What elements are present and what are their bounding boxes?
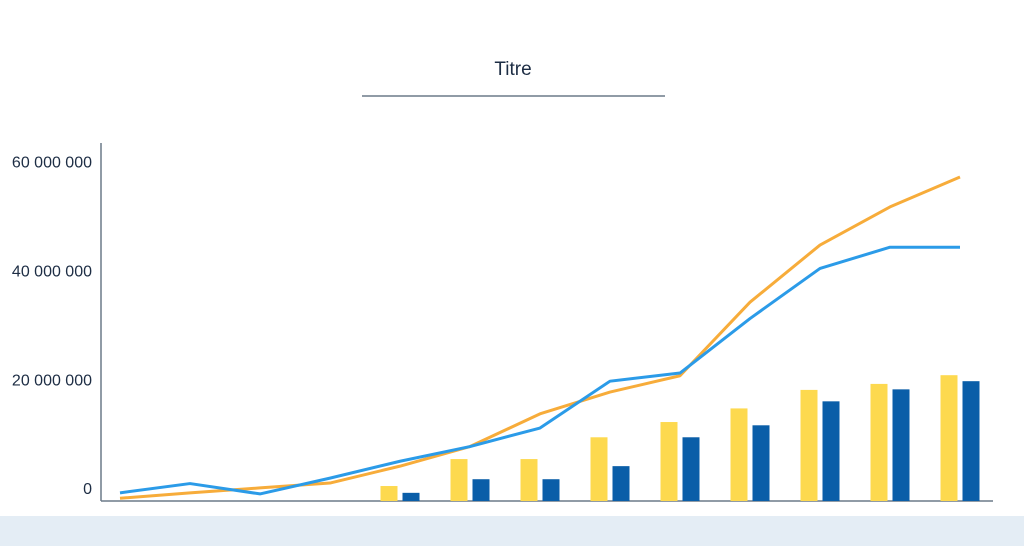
y-tick-label: 20 000 000 — [12, 372, 92, 389]
bar — [800, 389, 818, 501]
bar — [962, 381, 980, 501]
bar — [822, 401, 840, 501]
chart-title: Titre — [494, 59, 531, 80]
bar — [590, 437, 608, 501]
line — [119, 175, 961, 500]
bar — [870, 383, 888, 501]
y-tick-label: 60 000 000 — [12, 154, 92, 171]
bar — [380, 486, 398, 501]
footer-band — [0, 516, 1024, 546]
bar — [660, 422, 678, 501]
line — [119, 245, 960, 496]
bar — [472, 479, 490, 501]
bar — [612, 466, 630, 501]
bar — [542, 479, 560, 501]
bar — [752, 425, 770, 501]
bar — [520, 459, 538, 501]
bar — [450, 459, 468, 501]
y-tick-label: 40 000 000 — [12, 263, 92, 280]
bar — [402, 492, 420, 501]
bar — [940, 375, 958, 501]
bar — [730, 408, 748, 501]
bar — [682, 437, 700, 501]
bar — [892, 389, 910, 501]
y-tick-label: 0 — [83, 481, 92, 498]
